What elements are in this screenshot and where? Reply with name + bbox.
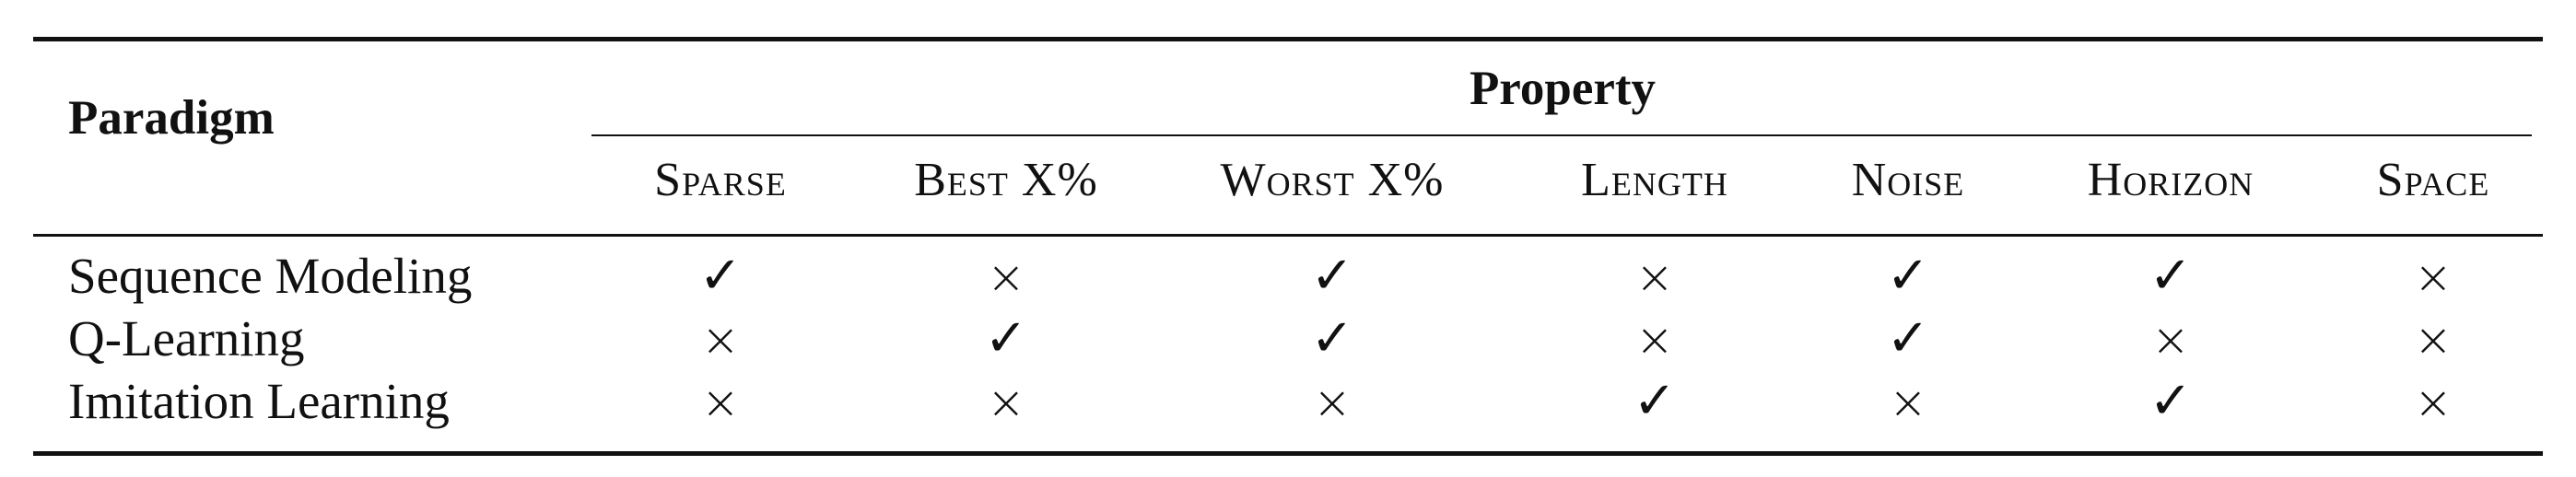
mark-cross: × (1635, 313, 1674, 366)
mark-cross: × (1313, 376, 1352, 429)
column-header-noise: Noise (1851, 154, 1965, 206)
mark-check: ✓ (1633, 371, 1677, 431)
mark-cross: × (2151, 313, 2190, 366)
mark-cross: × (2414, 376, 2453, 429)
paradigm-header: Paradigm (68, 91, 275, 145)
column-header-worst: Worst X% (1220, 154, 1445, 206)
column-header-best: Best X% (914, 154, 1098, 206)
mark-cross: × (1889, 376, 1927, 429)
mark-cross: × (1635, 250, 1674, 304)
mark-check: ✓ (1886, 246, 1930, 306)
property-underline-rule (591, 134, 2532, 136)
table-mid-rule (33, 234, 2543, 237)
mark-check: ✓ (698, 246, 743, 306)
mark-cross: × (701, 313, 740, 366)
comparison-table: Paradigm Property Sparse Best X% Worst X… (33, 37, 2543, 457)
column-header-length: Length (1581, 154, 1728, 206)
row-label-imitation-learning: Imitation Learning (68, 373, 450, 429)
mark-cross: × (2414, 250, 2453, 304)
column-header-space: Space (2376, 154, 2490, 206)
mark-cross: × (987, 376, 1025, 429)
mark-check: ✓ (1886, 308, 1930, 368)
mark-cross: × (987, 250, 1025, 304)
mark-cross: × (701, 376, 740, 429)
mark-check: ✓ (2149, 371, 2193, 431)
row-label-q-learning: Q-Learning (68, 310, 305, 366)
column-header-horizon: Horizon (2087, 154, 2254, 206)
mark-check: ✓ (984, 308, 1028, 368)
row-label-sequence-modeling: Sequence Modeling (68, 248, 473, 304)
column-header-sparse: Sparse (654, 154, 787, 206)
property-header: Property (1469, 62, 1657, 115)
mark-check: ✓ (2149, 246, 2193, 306)
table-top-rule (33, 37, 2543, 41)
mark-cross: × (2414, 313, 2453, 366)
mark-check: ✓ (1310, 246, 1354, 306)
mark-check: ✓ (1310, 308, 1354, 368)
table-bottom-rule (33, 451, 2543, 456)
